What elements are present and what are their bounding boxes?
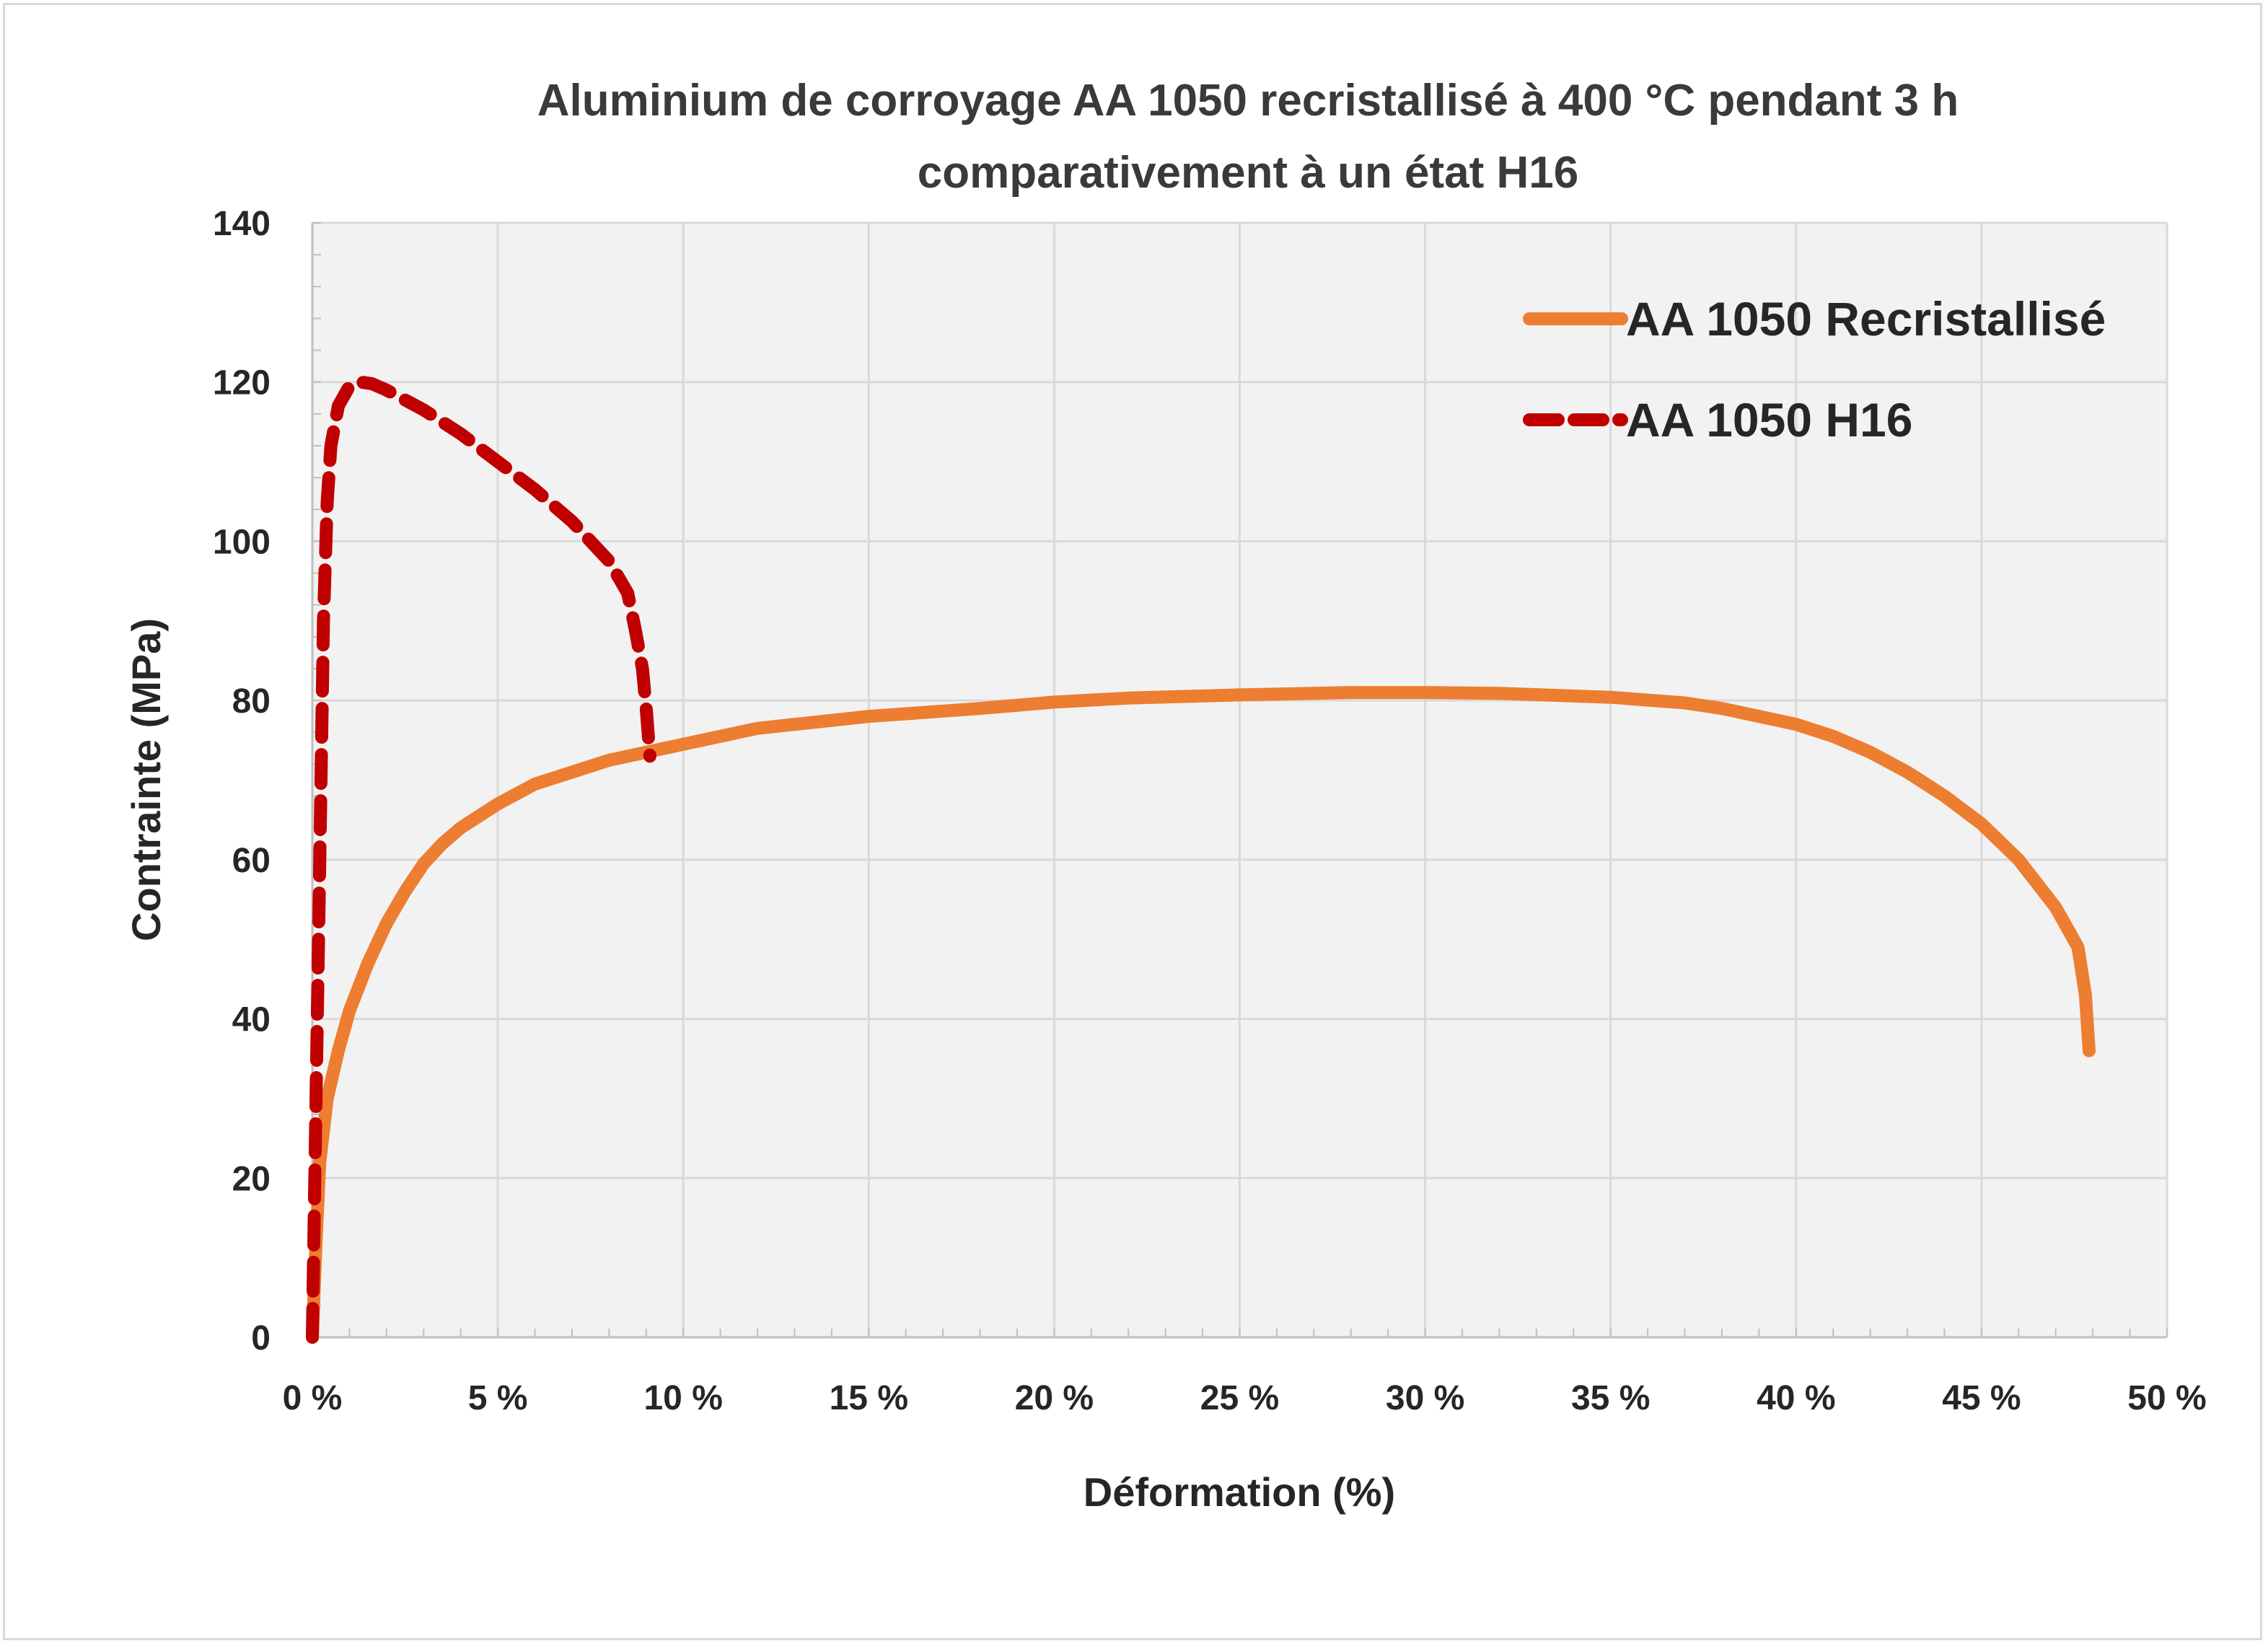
x-tick-label: 25 % [1200, 1379, 1279, 1417]
y-tick-label: 60 [232, 842, 271, 880]
series-line-h16 [306, 375, 656, 1344]
y-tick-label: 20 [232, 1160, 271, 1198]
x-tick-label: 45 % [1942, 1379, 2021, 1417]
vertical-gridlines [496, 223, 2168, 1337]
y-tick-label: 120 [213, 364, 271, 402]
x-tick-label: 0 % [283, 1379, 343, 1417]
horizontal-gridlines [312, 221, 2167, 1179]
legend-label-h16: AA 1050 H16 [1626, 393, 1912, 446]
chart-title-line-1: Aluminium de corroyage AA 1050 recristal… [537, 76, 1959, 126]
y-tick-label: 100 [213, 523, 271, 561]
legend: AA 1050 Recristallisé AA 1050 H16 [1523, 292, 2106, 446]
chart-title-line-2: comparativement à un état H16 [918, 148, 1579, 198]
y-tick-label: 0 [251, 1319, 271, 1357]
x-tick-label: 20 % [1015, 1379, 1094, 1417]
y-tick-label: 140 [213, 205, 271, 243]
y-axis-title: Contrainte (MPa) [123, 618, 169, 941]
legend-label-recristallise: AA 1050 Recristallisé [1626, 292, 2106, 346]
x-tick-label: 40 % [1757, 1379, 1835, 1417]
x-tick-label: 50 % [2127, 1379, 2206, 1417]
x-tick-label: 15 % [830, 1379, 908, 1417]
x-tick-label: 30 % [1386, 1379, 1464, 1417]
chart-frame [3, 3, 2262, 1640]
x-tick-labels: 0 % 5 % 10 % 15 % 20 % 25 % 30 % 35 % 40 % 45 % 50… [283, 1379, 2207, 1417]
series-layer [306, 375, 2096, 1344]
y-tick-labels: 0 20 40 60 80 100 120 140 [213, 205, 271, 1357]
x-minor-ticks [312, 1329, 2168, 1337]
x-tick-label: 35 % [1571, 1379, 1650, 1417]
y-tick-label: 80 [232, 682, 271, 721]
x-tick-label: 10 % [643, 1379, 722, 1417]
x-axis-title: Déformation (%) [1084, 1469, 1395, 1515]
series-line-recristallise [306, 686, 2096, 1344]
y-tick-label: 40 [232, 1001, 271, 1039]
x-tick-label: 5 % [468, 1379, 528, 1417]
